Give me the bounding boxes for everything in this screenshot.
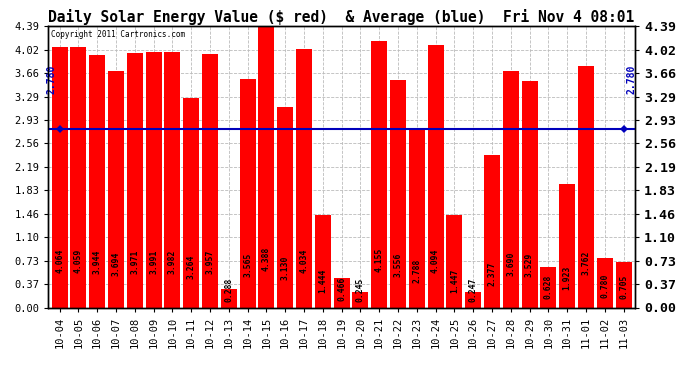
Bar [108, 71, 124, 308]
Text: 4.094: 4.094 [431, 249, 440, 273]
Text: 2.377: 2.377 [487, 262, 496, 286]
Bar [164, 53, 180, 308]
Text: 4.388: 4.388 [262, 246, 271, 270]
Bar [127, 53, 143, 307]
Text: 3.694: 3.694 [112, 252, 121, 276]
Bar [540, 267, 556, 308]
Text: Copyright 2011 Cartronics.com: Copyright 2011 Cartronics.com [51, 30, 186, 39]
Text: 0.780: 0.780 [600, 274, 609, 298]
Text: 1.444: 1.444 [318, 269, 327, 293]
Text: 2.788: 2.788 [412, 258, 421, 283]
Bar [333, 278, 350, 308]
Text: 3.690: 3.690 [506, 252, 515, 276]
Text: 1.923: 1.923 [562, 265, 571, 290]
Bar [390, 80, 406, 308]
Bar [146, 52, 161, 308]
Text: 3.264: 3.264 [187, 255, 196, 279]
Text: 0.288: 0.288 [224, 278, 233, 302]
Text: 1.447: 1.447 [450, 269, 459, 293]
Text: 0.247: 0.247 [469, 278, 477, 302]
Text: 4.064: 4.064 [55, 249, 64, 273]
Text: 3.982: 3.982 [168, 249, 177, 274]
Text: 0.705: 0.705 [619, 274, 628, 299]
Bar [239, 79, 255, 308]
Text: 3.944: 3.944 [92, 250, 101, 274]
Text: 4.155: 4.155 [375, 248, 384, 272]
Text: 3.971: 3.971 [130, 249, 139, 274]
Text: 3.957: 3.957 [206, 249, 215, 274]
Text: 3.565: 3.565 [243, 252, 252, 277]
Bar [202, 54, 218, 307]
Bar [315, 215, 331, 308]
Bar [89, 55, 105, 308]
Bar [408, 129, 425, 308]
Text: 3.130: 3.130 [281, 256, 290, 280]
Bar [578, 66, 594, 308]
Text: 0.245: 0.245 [356, 278, 365, 302]
Bar [615, 262, 631, 308]
Bar [70, 48, 86, 308]
Bar [597, 258, 613, 307]
Bar [277, 107, 293, 307]
Bar [484, 155, 500, 308]
Bar [559, 184, 575, 308]
Bar [446, 215, 462, 308]
Title: Daily Solar Energy Value ($ red)  & Average (blue)  Fri Nov 4 08:01: Daily Solar Energy Value ($ red) & Avera… [48, 9, 635, 25]
Bar [353, 292, 368, 308]
Text: 4.034: 4.034 [299, 249, 308, 273]
Text: 0.628: 0.628 [544, 275, 553, 300]
Bar [258, 26, 275, 308]
Bar [503, 71, 519, 308]
Text: 4.059: 4.059 [74, 249, 83, 273]
Text: 0.466: 0.466 [337, 276, 346, 301]
Text: 3.991: 3.991 [149, 249, 158, 274]
Bar [183, 98, 199, 308]
Bar [522, 81, 538, 308]
Text: 3.556: 3.556 [393, 253, 402, 277]
Text: 2.780: 2.780 [46, 65, 56, 94]
Bar [221, 289, 237, 308]
Bar [52, 47, 68, 308]
Text: 2.780: 2.780 [627, 65, 637, 94]
Bar [465, 292, 481, 308]
Bar [428, 45, 444, 308]
Bar [296, 49, 312, 308]
Text: 3.762: 3.762 [582, 251, 591, 275]
Text: 3.529: 3.529 [525, 253, 534, 277]
Bar [371, 41, 387, 308]
